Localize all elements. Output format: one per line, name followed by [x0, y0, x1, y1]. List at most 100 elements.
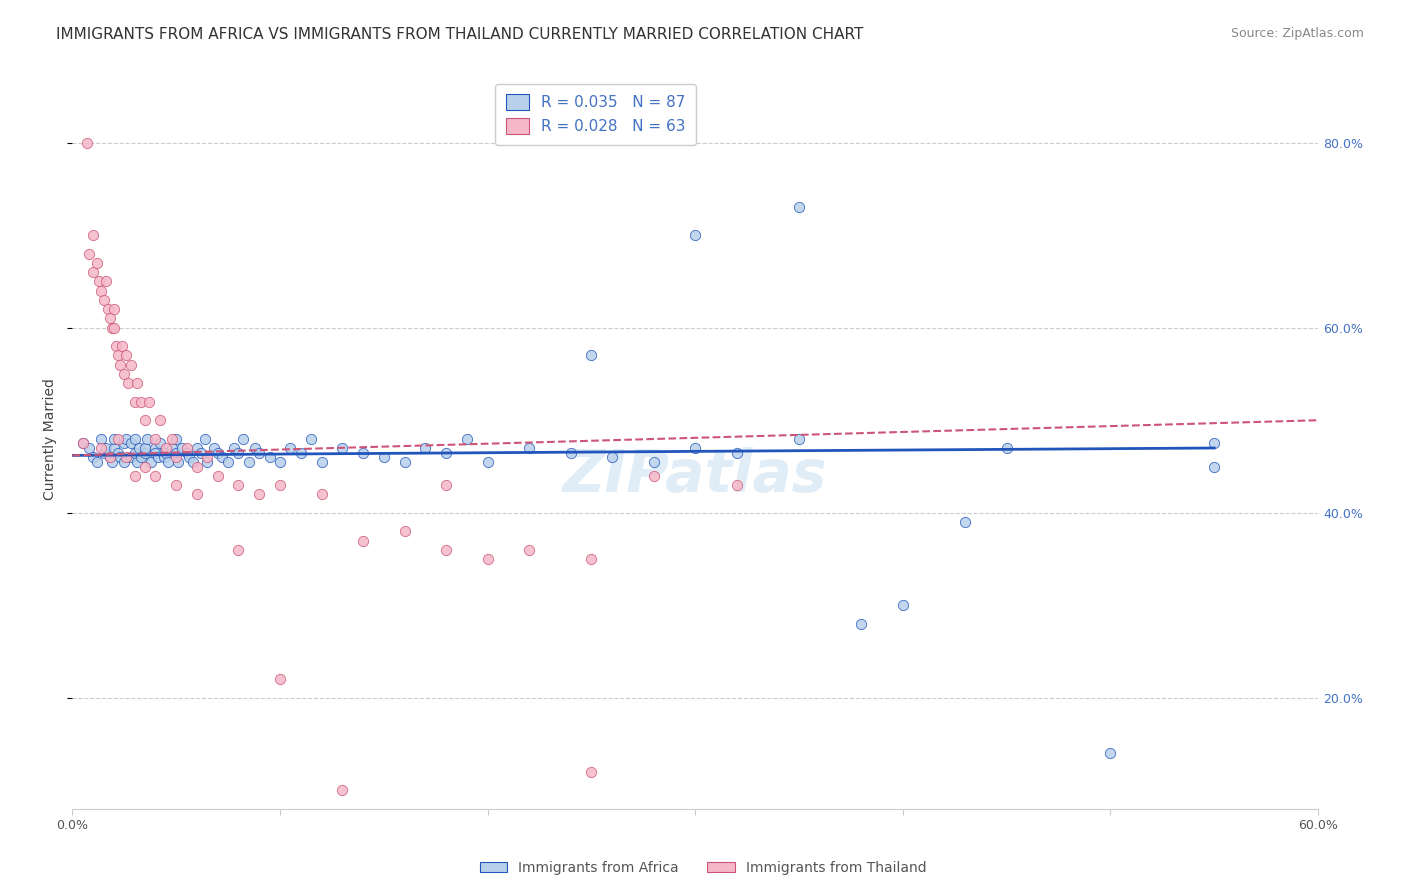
Point [259, 450, 281, 465]
Point [145, 445, 167, 459]
Point [207, 445, 229, 459]
Point [373, 450, 395, 465]
Legend: Immigrants from Africa, Immigrants from Thailand: Immigrants from Africa, Immigrants from … [474, 855, 932, 880]
Point [224, 441, 246, 455]
Point [517, 441, 540, 455]
Point [330, 441, 353, 455]
Point [152, 450, 174, 465]
Point [90, 284, 112, 298]
Point [82, 265, 104, 279]
Point [138, 394, 160, 409]
Point [165, 478, 187, 492]
Point [560, 445, 582, 459]
Point [683, 228, 706, 243]
Point [90, 441, 112, 455]
Point [120, 358, 142, 372]
Point [352, 445, 374, 459]
Point [112, 367, 135, 381]
Point [352, 533, 374, 548]
Point [238, 455, 260, 469]
Point [177, 450, 200, 465]
Point [98, 450, 121, 465]
Point [94, 441, 117, 455]
Point [72, 436, 94, 450]
Point [269, 673, 291, 687]
Point [103, 432, 125, 446]
Point [311, 487, 333, 501]
Point [145, 441, 167, 455]
Point [517, 542, 540, 557]
Point [82, 228, 104, 243]
Point [186, 441, 208, 455]
Point [77, 246, 100, 260]
Point [107, 445, 129, 459]
Point [477, 552, 499, 566]
Point [89, 274, 111, 288]
Point [145, 468, 167, 483]
Point [104, 339, 127, 353]
Point [149, 413, 172, 427]
Point [134, 445, 156, 459]
Point [72, 436, 94, 450]
Point [82, 450, 104, 465]
Point [643, 468, 665, 483]
Point [228, 478, 250, 492]
Point [107, 432, 129, 446]
Point [112, 455, 135, 469]
Point [125, 455, 148, 469]
Point [145, 432, 167, 446]
Point [243, 441, 266, 455]
Point [202, 441, 225, 455]
Point [194, 432, 217, 446]
Point [115, 450, 138, 465]
Point [953, 515, 976, 529]
Point [394, 455, 416, 469]
Point [128, 441, 150, 455]
Point [456, 432, 478, 446]
Point [787, 200, 810, 214]
Point [311, 455, 333, 469]
Point [111, 339, 134, 353]
Point [787, 432, 810, 446]
Point [581, 348, 603, 362]
Text: Source: ZipAtlas.com: Source: ZipAtlas.com [1230, 27, 1364, 40]
Point [76, 136, 98, 150]
Point [112, 436, 135, 450]
Point [207, 468, 229, 483]
Point [477, 455, 499, 469]
Point [103, 320, 125, 334]
Point [93, 445, 115, 459]
Point [97, 302, 120, 317]
Point [247, 487, 270, 501]
Point [280, 441, 302, 455]
Point [725, 478, 748, 492]
Point [330, 783, 353, 797]
Text: ZIPatlas: ZIPatlas [562, 447, 828, 504]
Point [290, 445, 312, 459]
Point [90, 432, 112, 446]
Point [195, 450, 218, 465]
Legend: R = 0.035   N = 87, R = 0.028   N = 63: R = 0.035 N = 87, R = 0.028 N = 63 [495, 84, 696, 145]
Point [1204, 436, 1226, 450]
Point [103, 302, 125, 317]
Point [434, 542, 457, 557]
Point [98, 311, 121, 326]
Point [160, 432, 183, 446]
Point [299, 432, 322, 446]
Point [891, 599, 914, 613]
Point [995, 441, 1018, 455]
Point [115, 348, 138, 362]
Point [434, 478, 457, 492]
Point [394, 524, 416, 539]
Point [172, 441, 194, 455]
Point [186, 487, 208, 501]
Point [269, 478, 291, 492]
Point [165, 432, 187, 446]
Point [1204, 459, 1226, 474]
Point [98, 450, 121, 465]
Point [115, 432, 138, 446]
Point [124, 445, 146, 459]
Point [120, 436, 142, 450]
Point [156, 455, 179, 469]
Point [725, 445, 748, 459]
